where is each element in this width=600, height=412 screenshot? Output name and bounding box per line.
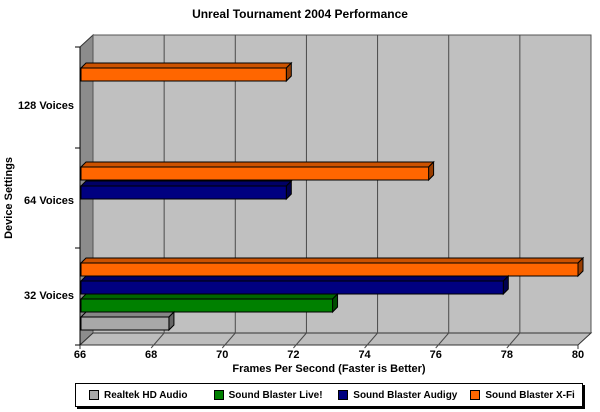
legend-swatch-sound-blaster-live xyxy=(213,390,224,400)
sound-blaster-audigy-bar-64-voices xyxy=(80,185,287,200)
realtek-hd-audio-bar-32-voices xyxy=(80,316,170,331)
realtek-hd-audio-bar-top-32-voices xyxy=(79,311,176,318)
sound-blaster-x-fi-bar-top-32-voices xyxy=(79,257,585,264)
legend-item-sound-blaster-live: Sound Blaster Live! xyxy=(201,390,326,401)
y-axis-title: Device Settings xyxy=(2,157,15,239)
x-tick-label-74: 74 xyxy=(358,349,371,361)
sound-blaster-audigy-bar-top-32-voices xyxy=(79,275,510,282)
legend-swatch-realtek-hd-audio xyxy=(89,390,99,400)
legend-item-sound-blaster-x-fi: Sound Blaster X-Fi xyxy=(457,390,582,401)
sound-blaster-x-fi-bar-top-128-voices xyxy=(79,62,293,69)
floor-gridline-76 xyxy=(435,332,450,349)
floor-gridline-70 xyxy=(221,332,236,349)
legend-item-realtek-hd-audio: Realtek HD Audio xyxy=(76,390,201,401)
floor xyxy=(78,332,593,346)
sound-blaster-x-fi-bar-64-voices xyxy=(80,166,430,181)
x-tick-label-78: 78 xyxy=(501,349,513,361)
x-tick-label-70: 70 xyxy=(216,349,228,361)
sound-blaster-live-bar-top-32-voices xyxy=(79,293,339,300)
legend: Realtek HD Audio Sound Blaster Live! Sound… xyxy=(75,383,583,407)
category-label-128-voices: 128 Voices xyxy=(18,100,74,112)
category-label-32-voices: 32 Voices xyxy=(24,290,74,302)
legend-label-realtek-hd-audio: Realtek HD Audio xyxy=(104,389,188,401)
x-tick-label-80: 80 xyxy=(572,349,584,361)
x-tick-label-68: 68 xyxy=(145,349,157,361)
floor-gridline-74 xyxy=(364,332,378,349)
legend-label-sound-blaster-audigy: Sound Blaster Audigy xyxy=(353,389,458,401)
legend-label-sound-blaster-live: Sound Blaster Live! xyxy=(228,389,323,401)
floor-gridline-72 xyxy=(293,332,307,349)
floor-gridline-78 xyxy=(506,332,521,349)
floor-gridline-68 xyxy=(150,332,165,349)
x-tick-label-76: 76 xyxy=(430,349,442,361)
legend-item-sound-blaster-audigy: Sound Blaster Audigy xyxy=(325,390,457,401)
category-label-64-voices: 64 Voices xyxy=(24,195,74,207)
sound-blaster-audigy-bar-top-64-voices xyxy=(79,180,293,187)
sound-blaster-live-bar-32-voices xyxy=(80,298,334,313)
legend-label-sound-blaster-x-fi: Sound Blaster X-Fi xyxy=(485,389,575,401)
chart-title: Unreal Tournament 2004 Performance xyxy=(192,7,408,21)
sound-blaster-audigy-bar-32-voices xyxy=(80,280,504,295)
x-tick-label-66: 66 xyxy=(74,349,86,361)
sound-blaster-x-fi-bar-128-voices xyxy=(80,67,287,82)
legend-swatch-sound-blaster-audigy xyxy=(338,390,349,400)
x-tick-label-72: 72 xyxy=(287,349,299,361)
x-axis-title: Frames Per Second (Faster is Better) xyxy=(232,363,426,375)
legend-swatch-sound-blaster-x-fi xyxy=(470,390,481,400)
sound-blaster-x-fi-bar-top-64-voices xyxy=(79,161,435,168)
sound-blaster-x-fi-bar-32-voices xyxy=(80,262,579,277)
